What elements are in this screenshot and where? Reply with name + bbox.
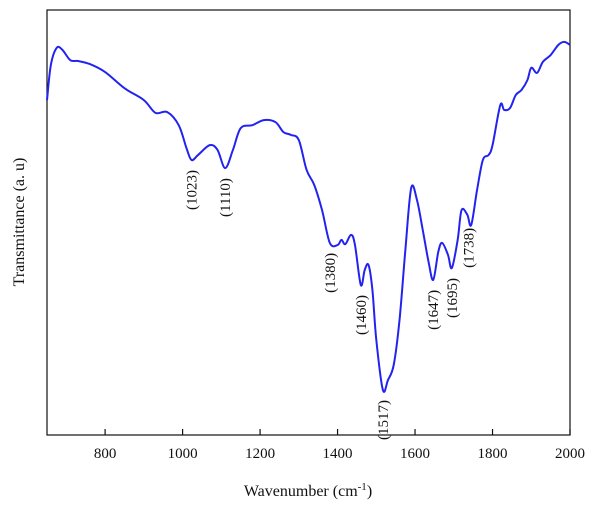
y-axis-label: Transmittance (a. u) — [11, 158, 28, 287]
peak-label: (1695) — [445, 278, 461, 318]
x-tick-label: 1000 — [168, 446, 198, 462]
x-axis-label: Wavenumber (cm-1) — [244, 481, 372, 500]
plot-frame — [46, 9, 571, 436]
x-tick-label: 2000 — [555, 446, 585, 462]
spectrum-line — [46, 40, 571, 393]
peak-label: (1738) — [461, 228, 477, 268]
peak-label: (1460) — [354, 295, 370, 335]
x-label-text: Wavenumber (cm — [244, 483, 358, 500]
x-label-suffix: ) — [367, 483, 372, 500]
x-tick-label: 1400 — [323, 446, 353, 462]
peak-label: (1647) — [426, 290, 442, 330]
x-tick-label: 1600 — [400, 446, 430, 462]
x-tick-label: 1800 — [478, 446, 508, 462]
peak-label: (1517) — [376, 400, 392, 440]
peak-label: (1023) — [185, 170, 201, 210]
x-label-superscript: -1 — [358, 481, 367, 493]
peak-label: (1110) — [218, 178, 234, 217]
peak-label: (1380) — [323, 253, 339, 293]
x-tick-label: 1200 — [245, 446, 275, 462]
x-tick-label: 800 — [94, 446, 117, 462]
